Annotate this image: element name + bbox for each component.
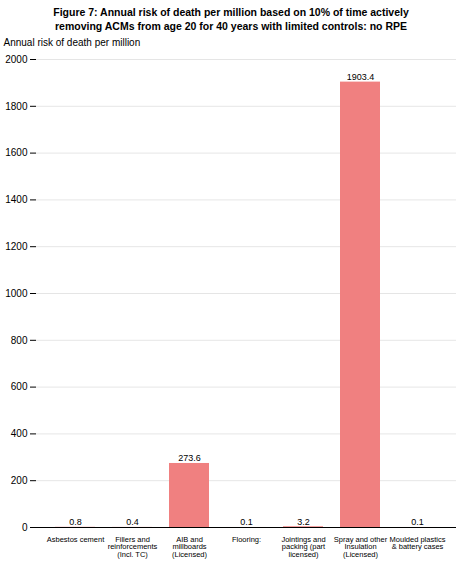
svg-text:Flooring:: Flooring: [232, 535, 261, 544]
svg-text:Spray and otherInsulation(Lice: Spray and otherInsulation(Licensed) [334, 535, 388, 559]
svg-text:400: 400 [11, 428, 28, 439]
svg-text:Moulded plastics& battery case: Moulded plastics& battery cases [390, 535, 446, 552]
svg-text:2000: 2000 [5, 54, 28, 65]
html-text:removing ACMs from age 20 for: removing ACMs from age 20 for 40 years w… [55, 19, 407, 32]
svg-text:800: 800 [11, 335, 28, 346]
svg-text:1400: 1400 [5, 194, 28, 205]
svg-text:0.4: 0.4 [126, 518, 139, 528]
svg-text:1600: 1600 [5, 148, 28, 159]
svg-text:273.6: 273.6 [178, 454, 201, 464]
svg-text:0.1: 0.1 [240, 518, 253, 528]
svg-text:AIB andmillboards(Licensed): AIB andmillboards(Licensed) [172, 535, 208, 559]
svg-text:1000: 1000 [5, 288, 28, 299]
svg-text:600: 600 [11, 382, 28, 393]
svg-text:0.1: 0.1 [411, 518, 424, 528]
svg-text:Jointings andpacking (partlice: Jointings andpacking (partlicensed) [281, 535, 326, 559]
svg-text:3.2: 3.2 [297, 517, 310, 527]
svg-text:Annual risk of death per milli: Annual risk of death per million [4, 37, 141, 48]
svg-text:1903.4: 1903.4 [347, 72, 375, 82]
svg-text:200: 200 [11, 475, 28, 486]
svg-text:Fillers andreinforcements(Incl: Fillers andreinforcements(Incl. TC) [108, 535, 158, 559]
svg-text:Asbestos cement: Asbestos cement [47, 535, 105, 544]
svg-text:0.8: 0.8 [69, 517, 82, 527]
svg-text:0: 0 [22, 522, 28, 533]
html-text:Figure 7: Annual risk of death: Figure 7: Annual risk of death per milli… [53, 6, 409, 18]
svg-text:1800: 1800 [5, 101, 28, 112]
svg-text:1200: 1200 [5, 241, 28, 252]
